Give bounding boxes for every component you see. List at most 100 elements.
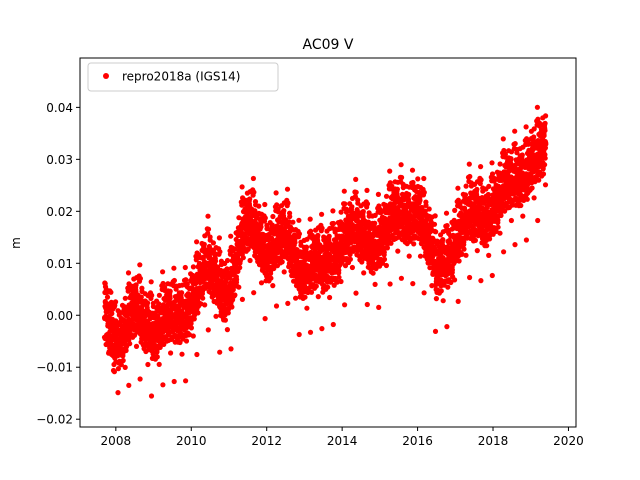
- x-tick-label: 2008: [101, 434, 132, 448]
- data-point: [285, 300, 291, 306]
- y-tick-label: −0.02: [36, 413, 73, 427]
- data-point: [225, 310, 231, 316]
- data-point: [433, 229, 439, 235]
- data-point: [205, 226, 212, 232]
- data-point: [433, 296, 439, 302]
- data-point: [315, 294, 321, 300]
- data-point: [157, 344, 163, 350]
- data-point: [228, 233, 234, 239]
- data-point: [520, 213, 526, 219]
- data-point: [229, 304, 235, 310]
- data-point: [183, 338, 190, 344]
- data-point: [342, 201, 348, 207]
- data-point: [497, 230, 503, 236]
- data-point: [421, 189, 427, 195]
- data-point: [536, 177, 542, 183]
- data-point: [456, 258, 462, 264]
- data-point: [191, 316, 197, 322]
- data-point: [177, 339, 183, 346]
- data-point: [398, 162, 404, 168]
- data-point: [495, 224, 501, 230]
- data-point: [401, 197, 407, 203]
- data-point: [122, 295, 128, 301]
- data-point: [239, 184, 245, 190]
- data-point: [137, 262, 143, 268]
- data-point: [440, 298, 446, 304]
- data-point: [467, 173, 473, 180]
- data-point: [531, 134, 537, 140]
- data-point: [137, 376, 143, 382]
- data-point: [224, 266, 230, 272]
- data-point: [349, 264, 355, 271]
- data-point: [370, 270, 376, 276]
- data-point: [113, 299, 119, 305]
- data-point: [160, 269, 166, 275]
- data-point: [542, 182, 549, 188]
- data-point: [281, 208, 287, 214]
- data-point: [269, 222, 275, 228]
- data-point: [444, 223, 450, 229]
- y-tick-label: 0.02: [46, 205, 73, 219]
- data-point: [315, 232, 321, 238]
- legend: repro2018a (IGS14): [87, 62, 279, 92]
- data-point: [421, 175, 427, 182]
- data-point: [156, 361, 162, 367]
- data-point: [173, 286, 179, 292]
- data-point: [216, 235, 222, 241]
- data-point: [115, 390, 121, 396]
- data-point: [535, 217, 541, 224]
- y-axis: −0.02 −0.01 0.00 0.01 0.02 0.03 0.04: [36, 101, 80, 427]
- data-point: [167, 295, 173, 301]
- data-point: [251, 189, 257, 195]
- data-point: [284, 186, 291, 192]
- data-point: [440, 237, 446, 243]
- data-point: [201, 241, 207, 247]
- data-point: [286, 219, 292, 225]
- data-point: [205, 230, 211, 236]
- data-point: [455, 298, 461, 304]
- data-point: [240, 255, 246, 261]
- data-point: [518, 202, 524, 209]
- data-point: [336, 274, 342, 280]
- data-point: [519, 152, 525, 158]
- data-point: [270, 283, 276, 289]
- data-point: [512, 141, 518, 147]
- data-point: [417, 253, 424, 259]
- data-point: [508, 217, 514, 224]
- data-point: [383, 262, 389, 269]
- data-point: [228, 346, 234, 352]
- data-point: [182, 264, 188, 271]
- data-point: [347, 256, 353, 262]
- data-point: [122, 364, 128, 370]
- y-tick-label: 0.04: [46, 101, 73, 115]
- data-point: [381, 249, 387, 255]
- data-point: [410, 281, 416, 287]
- data-point: [452, 207, 458, 213]
- data-point: [274, 202, 280, 208]
- data-point: [268, 275, 274, 281]
- data-point: [364, 187, 370, 193]
- data-point: [415, 176, 421, 182]
- data-point: [232, 246, 238, 252]
- data-point: [514, 150, 520, 156]
- data-point: [353, 290, 359, 296]
- data-point: [137, 275, 143, 282]
- data-point: [308, 289, 315, 295]
- data-point: [542, 120, 548, 126]
- data-point: [232, 292, 238, 298]
- x-tick-label: 2016: [402, 434, 433, 448]
- data-point: [500, 136, 506, 142]
- data-point: [145, 361, 151, 368]
- data-point: [183, 277, 189, 283]
- data-point: [171, 265, 177, 271]
- data-point: [387, 281, 393, 287]
- data-point: [359, 259, 365, 265]
- data-point: [205, 213, 211, 219]
- data-point: [296, 331, 302, 338]
- data-point: [422, 208, 428, 214]
- data-point: [293, 295, 299, 301]
- data-point: [200, 295, 206, 301]
- data-point: [419, 205, 425, 211]
- data-point: [406, 191, 412, 198]
- data-point: [484, 243, 490, 249]
